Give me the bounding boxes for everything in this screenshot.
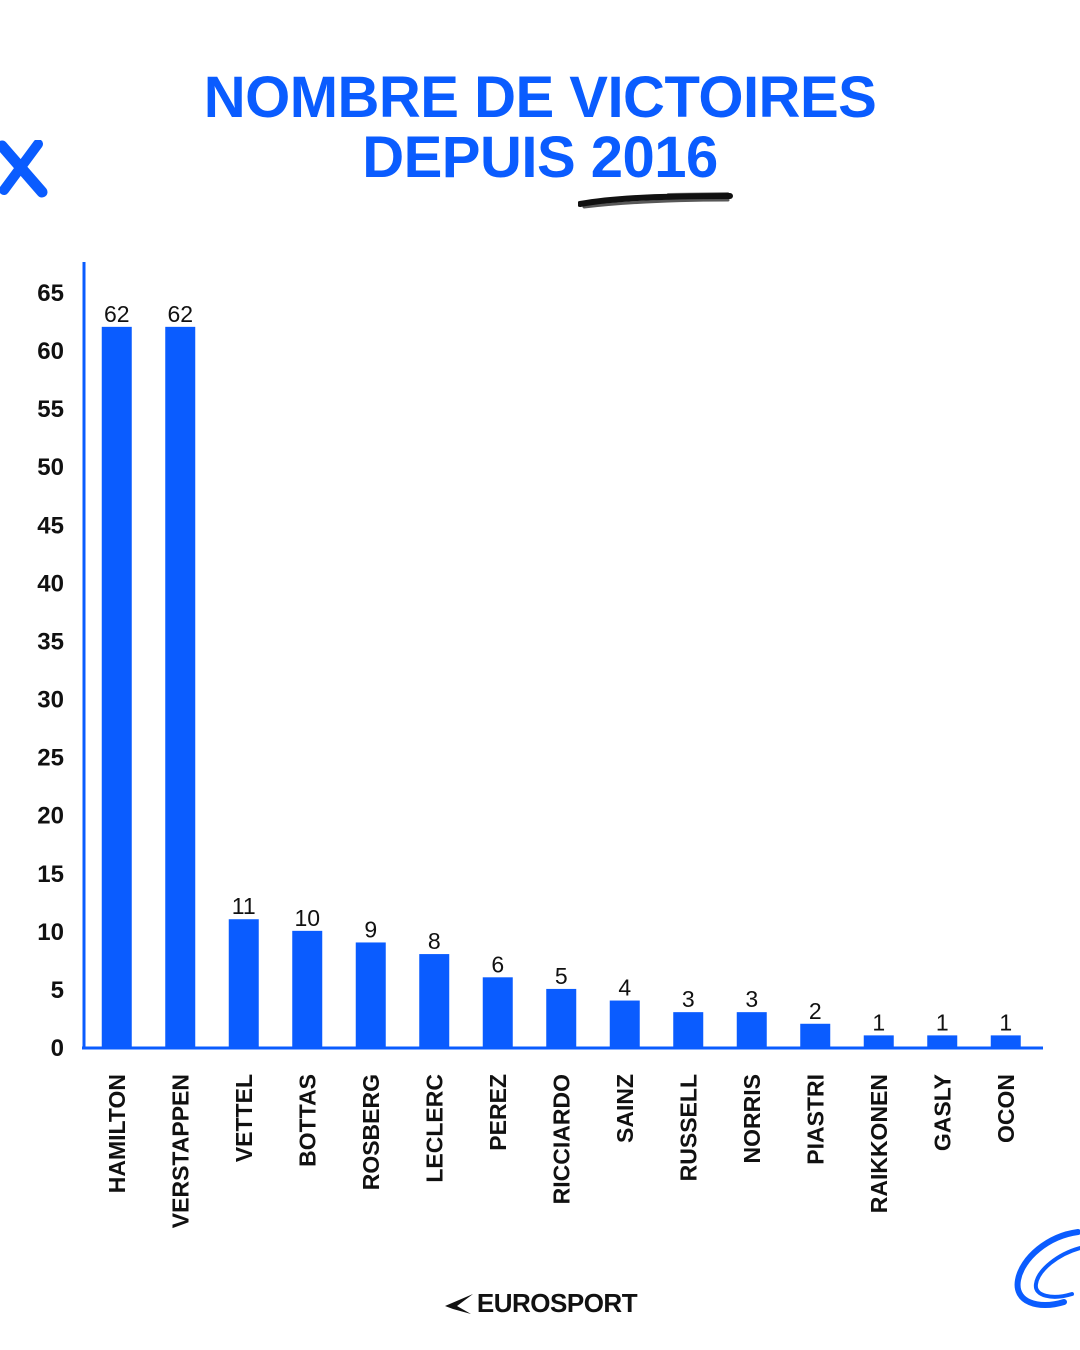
- y-tick-label: 55: [37, 396, 64, 423]
- data-label: 1: [872, 1009, 885, 1035]
- brush-curl-decoration: [1014, 1229, 1080, 1308]
- y-tick-label: 15: [37, 861, 64, 888]
- bar: [863, 1035, 894, 1047]
- chart-title-line-1: NOMBRE DE VICTOIRES: [203, 65, 877, 130]
- bar: [673, 1012, 704, 1047]
- bar: [800, 1023, 831, 1047]
- y-tick-label: 30: [37, 687, 64, 714]
- bar: [990, 1035, 1021, 1047]
- y-tick-label: 50: [37, 454, 64, 481]
- y-tick-label: 40: [37, 570, 64, 597]
- data-label: 9: [364, 916, 377, 942]
- x-tick-label: ROSBERG: [358, 1074, 384, 1190]
- x-tick-label: PEREZ: [485, 1074, 511, 1151]
- bars-layer: [101, 326, 1021, 1047]
- data-label: 10: [294, 905, 320, 931]
- y-tick-label: 60: [37, 338, 64, 365]
- x-tick-label: SAINZ: [612, 1074, 638, 1143]
- x-tick-label: HAMILTON: [104, 1074, 130, 1193]
- y-tick-label: 45: [37, 512, 64, 539]
- x-tick-label: RUSSELL: [675, 1074, 701, 1181]
- y-tick-label: 20: [37, 803, 64, 830]
- bar: [101, 326, 132, 1047]
- data-label: 6: [491, 951, 504, 977]
- brush-x-decoration: [0, 140, 48, 198]
- y-tick-label: 25: [37, 745, 64, 772]
- data-label: 11: [232, 893, 256, 919]
- bar-chart: 0510152025303540455055606562HAMILTON62VE…: [37, 262, 1043, 1228]
- y-tick-label: 0: [51, 1035, 64, 1062]
- data-label: 1: [999, 1009, 1012, 1035]
- chart-title: NOMBRE DE VICTOIRES DEPUIS 2016: [0, 68, 1080, 188]
- x-tick-label: VERSTAPPEN: [167, 1074, 193, 1228]
- x-tick-label: GASLY: [929, 1074, 955, 1151]
- bar: [927, 1035, 958, 1047]
- x-tick-label: VETTEL: [231, 1074, 257, 1162]
- y-tick-label: 65: [37, 280, 64, 307]
- x-tick-label: LECLERC: [421, 1074, 447, 1183]
- x-tick-label: PIASTRI: [802, 1074, 828, 1165]
- eurosport-wordmark: EUROSPORT: [476, 1288, 638, 1318]
- eurosport-logo: EUROSPORT: [0, 1288, 1080, 1319]
- bar: [165, 326, 196, 1047]
- data-label: 8: [428, 928, 441, 954]
- eurosport-star-icon: [444, 1293, 473, 1314]
- data-label: 4: [618, 975, 631, 1001]
- labels-layer: 0510152025303540455055606562HAMILTON62VE…: [37, 280, 1018, 1228]
- bar: [736, 1012, 767, 1047]
- y-tick-label: 35: [37, 628, 64, 655]
- data-label: 62: [104, 301, 130, 327]
- data-label: 5: [555, 963, 568, 989]
- bar: [482, 977, 513, 1047]
- chart-title-line-2: DEPUIS 2016: [362, 125, 718, 190]
- data-label: 1: [936, 1009, 949, 1035]
- bar: [292, 930, 323, 1047]
- data-label: 3: [745, 986, 758, 1012]
- bar: [609, 1000, 640, 1047]
- bar: [546, 988, 577, 1047]
- data-label: 3: [682, 986, 695, 1012]
- bar: [419, 954, 450, 1047]
- data-label: 62: [167, 301, 193, 327]
- x-tick-label: RICCIARDO: [548, 1074, 574, 1204]
- x-tick-label: BOTTAS: [294, 1074, 320, 1167]
- brush-underline-decoration: [578, 192, 733, 209]
- data-label: 2: [809, 998, 822, 1024]
- x-tick-label: OCON: [993, 1074, 1019, 1143]
- y-tick-label: 10: [37, 919, 64, 946]
- x-tick-label: RAIKKONEN: [866, 1074, 892, 1213]
- y-tick-label: 5: [51, 977, 64, 1004]
- bar: [355, 942, 386, 1047]
- x-tick-label: NORRIS: [739, 1074, 765, 1163]
- bar: [228, 919, 259, 1047]
